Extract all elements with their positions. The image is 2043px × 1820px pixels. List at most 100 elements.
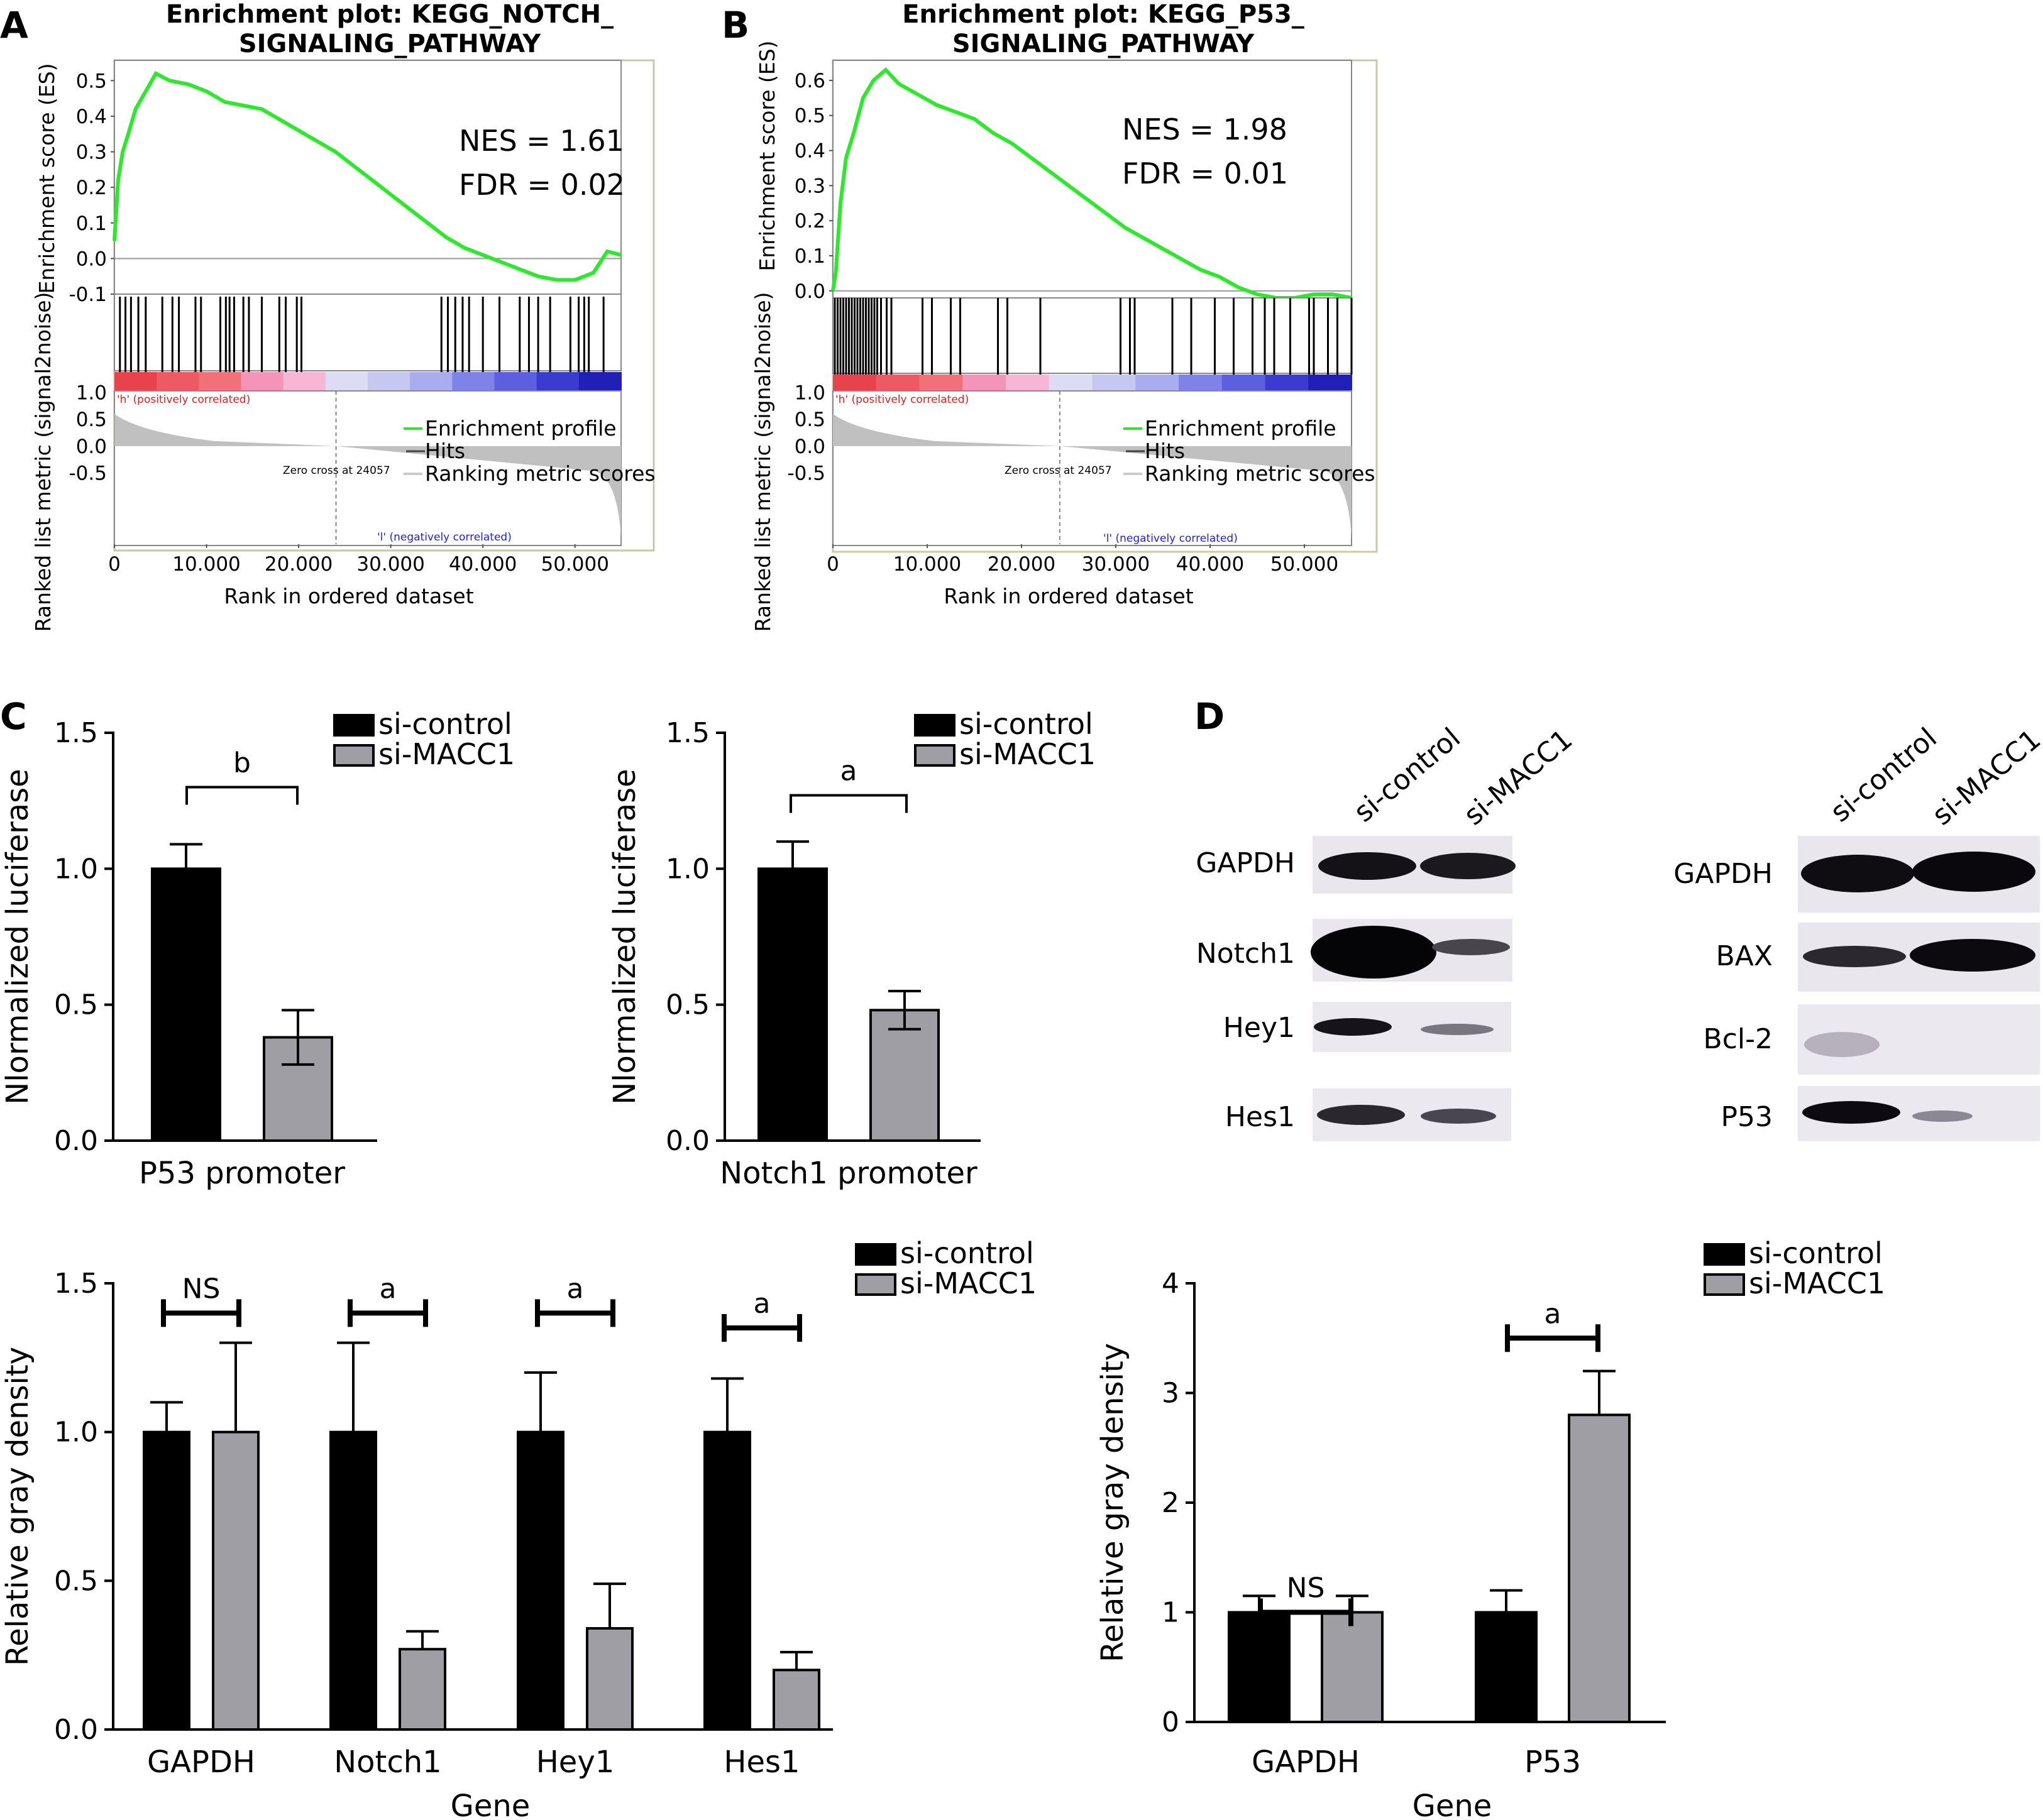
blot-band bbox=[1803, 946, 1906, 967]
blot-lane-label: si-MACC1 bbox=[1926, 723, 2043, 832]
legend-ranking-metric-scores: Ranking metric scores bbox=[425, 461, 656, 486]
legend-swatch-si-macc1 bbox=[333, 744, 375, 767]
blot-band bbox=[1802, 1101, 1900, 1124]
gsea-title-line1: Enrichment plot: KEGG_NOTCH_ bbox=[166, 0, 614, 29]
pos-correlated-label: 'h' (positively correlated) bbox=[117, 393, 250, 406]
es-axis-ticks: 0.5 0.4 0.3 0.2 0.1 0.0 -0.1 bbox=[69, 70, 114, 306]
es-axis-label: Enrichment score (ES) bbox=[35, 63, 59, 293]
blot-band bbox=[1432, 939, 1510, 955]
y-tick-label: 0.5 bbox=[54, 1565, 98, 1597]
western-blot-left: si-control si-MACC1 GAPDH Notch1 Hey1 He… bbox=[1196, 722, 1578, 1141]
blot-row-label: BAX bbox=[1716, 940, 1773, 972]
hits-area bbox=[114, 293, 622, 371]
blot-band bbox=[1804, 1032, 1880, 1057]
es-tick-label: 0.2 bbox=[795, 210, 825, 233]
neg-correlated-label: 'l' (negatively correlated) bbox=[377, 531, 512, 544]
gray-density-notch-chart: 0.0 0.5 1.0 1.5 Relative gray density GAPDH NS… bbox=[0, 1236, 1037, 1820]
y-tick-label: 4 bbox=[1162, 1268, 1179, 1300]
hit-lines bbox=[119, 297, 605, 372]
x-tick-label: 0 bbox=[827, 553, 839, 576]
significance-label: NS bbox=[182, 1273, 221, 1305]
blot-band bbox=[1421, 1024, 1494, 1035]
es-tick-label: 0.1 bbox=[76, 212, 107, 235]
blot-row-label: Notch1 bbox=[1196, 938, 1295, 970]
rank-tick-label: 0.0 bbox=[76, 436, 107, 458]
bar-si-macc1 bbox=[399, 1648, 446, 1731]
rank-axis-ticks: 1.0 0.5 0.0 -0.5 bbox=[788, 381, 826, 485]
x-axis-label: Gene bbox=[451, 1789, 531, 1820]
luciferase-p53-chart: 0.0 0.5 1.0 1.5 Nlormalized luciferase P53 pr… bbox=[0, 707, 515, 1191]
bar-si-macc1 bbox=[1321, 1611, 1384, 1723]
legend-si-control: si-control bbox=[378, 707, 512, 741]
legend-si-macc1: si-MACC1 bbox=[1749, 1266, 1885, 1300]
es-tick-label: 0.6 bbox=[795, 70, 825, 92]
legend-si-macc1: si-MACC1 bbox=[959, 737, 1096, 771]
legend-si-macc1: si-MACC1 bbox=[378, 737, 515, 771]
y-tick-label: 0.5 bbox=[666, 989, 710, 1021]
y-tick-label: 1.0 bbox=[54, 853, 98, 885]
es-curve bbox=[113, 71, 622, 282]
rank-axis-ticks: 1.0 0.5 0.0 -0.5 bbox=[69, 381, 107, 485]
significance-bracket bbox=[535, 1299, 615, 1327]
bar-si-control bbox=[1475, 1611, 1538, 1723]
rank-axis-label: Ranked list metric (signal2noise) bbox=[31, 292, 55, 632]
bar-si-macc1 bbox=[586, 1627, 634, 1731]
category-label: Hes1 bbox=[724, 1745, 800, 1780]
pos-correlated-label: 'h' (positively correlated) bbox=[835, 393, 969, 406]
ranking-metric-area bbox=[833, 414, 1352, 539]
y-axis-label: Nlormalized luciferase bbox=[607, 769, 642, 1104]
heatmap-segment bbox=[283, 372, 326, 391]
blot-band bbox=[1421, 1109, 1496, 1124]
y-tick-label: 0.0 bbox=[666, 1125, 710, 1157]
blot-band bbox=[1912, 852, 2035, 892]
x-tick-label: 20.000 bbox=[265, 553, 333, 576]
y-tick-label: 2 bbox=[1162, 1487, 1179, 1519]
blot-band bbox=[1314, 1018, 1392, 1036]
bar-si-macc1 bbox=[212, 1430, 260, 1731]
heatmap-segment bbox=[410, 372, 453, 391]
blot-lane-label: si-control bbox=[1348, 722, 1467, 829]
significance-label: a bbox=[380, 1273, 397, 1305]
rank-tick-label: -0.5 bbox=[69, 463, 107, 485]
rank-tick-label: 1.0 bbox=[76, 381, 107, 404]
rank-tick-label: 0.5 bbox=[76, 408, 107, 431]
x-tick-label: 10.000 bbox=[172, 553, 240, 576]
rank-tick-label: -0.5 bbox=[788, 463, 826, 485]
fdr-annotation: FDR = 0.01 bbox=[1122, 156, 1288, 190]
bar-si-control bbox=[143, 1430, 190, 1731]
y-tick-label: 1.0 bbox=[54, 1417, 98, 1449]
zero-cross-label: Zero cross at 24057 bbox=[283, 464, 390, 477]
x-tick-label: 30.000 bbox=[1082, 553, 1150, 576]
ranking-metric-area bbox=[114, 414, 621, 539]
bar-si-macc1 bbox=[869, 1009, 940, 1142]
blot-lane-label: si-control bbox=[1824, 722, 1943, 829]
x-tick-label: 50.000 bbox=[541, 553, 608, 576]
legend-swatch-si-control bbox=[914, 714, 955, 737]
legend-swatch-si-macc1 bbox=[914, 744, 955, 767]
legend-si-control: si-control bbox=[959, 707, 1093, 741]
blot-row-label: P53 bbox=[1721, 1101, 1773, 1133]
significance-bracket bbox=[722, 1314, 802, 1342]
category-label: GAPDH bbox=[1252, 1745, 1360, 1780]
legend-hits: Hits bbox=[1145, 439, 1185, 463]
gray-density-p53-chart: 0 1 2 3 4 Relative gray density GAPDH NS P53 a Gen… bbox=[1095, 1236, 1885, 1820]
legend-si-control: si-control bbox=[1749, 1236, 1883, 1270]
rank-heatmap-bar bbox=[114, 372, 622, 391]
western-blot-right: si-control si-MACC1 GAPDH BAX Bcl-2 P53 bbox=[1673, 722, 2043, 1141]
heatmap-segment bbox=[368, 372, 411, 391]
significance-bracket bbox=[348, 1299, 428, 1327]
y-tick-label: 0 bbox=[1162, 1706, 1179, 1738]
rank-plot-area bbox=[114, 390, 622, 546]
category-label: Hey1 bbox=[536, 1745, 615, 1780]
blot-band bbox=[1318, 852, 1416, 880]
significance-bracket bbox=[790, 794, 908, 813]
blot-row-label: Bcl-2 bbox=[1704, 1023, 1773, 1055]
heatmap-segment bbox=[157, 372, 200, 391]
y-tick-label: 0.0 bbox=[54, 1125, 98, 1157]
legend-swatch-si-control bbox=[1704, 1243, 1745, 1266]
blot-row-label: Hey1 bbox=[1223, 1012, 1295, 1044]
bar-si-control bbox=[517, 1430, 564, 1731]
heatmap-segment bbox=[199, 372, 242, 391]
es-axis-label: Enrichment score (ES) bbox=[755, 40, 779, 271]
es-tick-label: 0.2 bbox=[76, 177, 107, 199]
